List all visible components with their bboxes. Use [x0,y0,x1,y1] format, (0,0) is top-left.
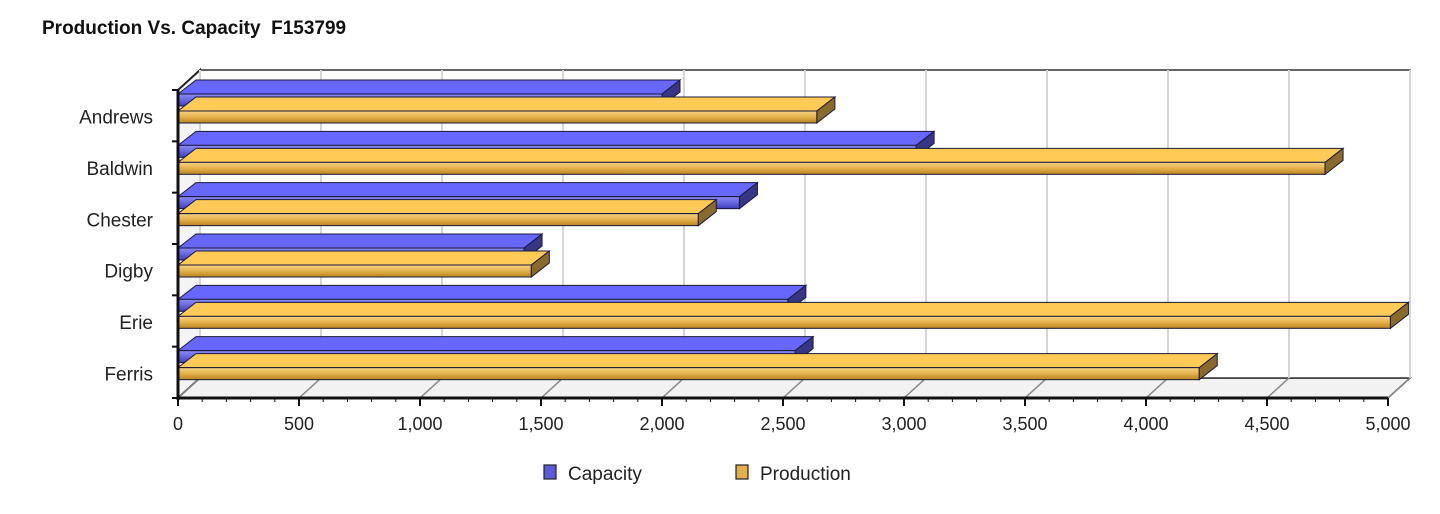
bar-side [1324,147,1344,176]
bar-top [176,199,718,215]
floor-gridline [782,377,806,399]
legend-swatch-production [735,464,749,480]
bar-top [176,301,1410,317]
x-tick-label-2500: 2,500 [760,414,805,434]
bar-side [530,249,550,279]
bar-top [176,96,837,112]
bar-front [177,367,1200,381]
legend-swatch-capacity [543,464,557,480]
floor-gridline [1145,377,1169,399]
bar-top [176,182,759,198]
bar-side [738,181,758,210]
legend-label-production: Production [760,464,851,485]
bar-production-ferris [176,352,1219,381]
floor-gridline [1387,377,1411,399]
bar-side [697,198,717,227]
floor-gridline [661,377,685,399]
chart-title: Production Vs. Capacity F153799 [42,18,347,39]
x-tick-label-3000: 3,000 [881,414,926,434]
bar-production-digby [176,249,551,279]
floor-gridline [177,377,201,399]
x-tick-label-5000: 5,000 [1365,414,1410,434]
bar-front [177,213,699,227]
x-tick-label-4500: 4,500 [1244,414,1289,434]
legend-item-capacity: Capacity [543,464,642,485]
category-label-baldwin: Baldwin [86,159,153,180]
bar-production-chester [176,198,718,227]
bar-side [1389,301,1409,330]
bar-top [176,79,682,95]
bar-top [176,250,551,266]
bar-production-andrews [176,95,837,125]
category-label-digby: Digby [104,262,153,283]
floor-gridline [1024,377,1048,399]
bar-front [177,264,532,278]
legend-item-production: Production [735,464,851,485]
bar-front [177,110,818,124]
x-tick-label-500: 500 [284,414,314,434]
legend-label-capacity: Capacity [568,464,642,485]
floor-gridline [298,377,322,399]
bar-top [176,284,808,300]
category-label-chester: Chester [86,210,153,231]
floor-gridline [419,377,443,399]
bar-top [176,336,815,352]
floor-gridline [903,377,927,399]
x-tick-label-2000: 2,000 [639,414,684,434]
floor-gridline [540,377,564,399]
category-label-erie: Erie [119,313,153,334]
axis-layer: Andrews Baldwin Chester Digby Erie Ferris 0 500… [79,89,1411,434]
floor-gridline [1266,377,1290,399]
legend: Capacity Production [543,464,851,485]
x-tick-label-0: 0 [173,414,183,434]
x-tick-label-3500: 3,500 [1002,414,1047,434]
bar-top [176,233,544,249]
bar-side [816,95,836,125]
x-tick-label-1500: 1,500 [518,414,563,434]
x-tick-label-1000: 1,000 [397,414,442,434]
bar-top [176,353,1219,369]
bar-production-erie [176,301,1410,330]
bar-top [176,147,1345,163]
bar-side [1198,352,1218,381]
category-label-andrews: Andrews [79,108,153,129]
bar-front [177,315,1391,329]
bar-top [176,130,936,146]
bar-front [177,161,1326,175]
category-label-ferris: Ferris [104,364,153,385]
bar-production-baldwin [176,147,1345,176]
x-tick-label-4000: 4,000 [1123,414,1168,434]
